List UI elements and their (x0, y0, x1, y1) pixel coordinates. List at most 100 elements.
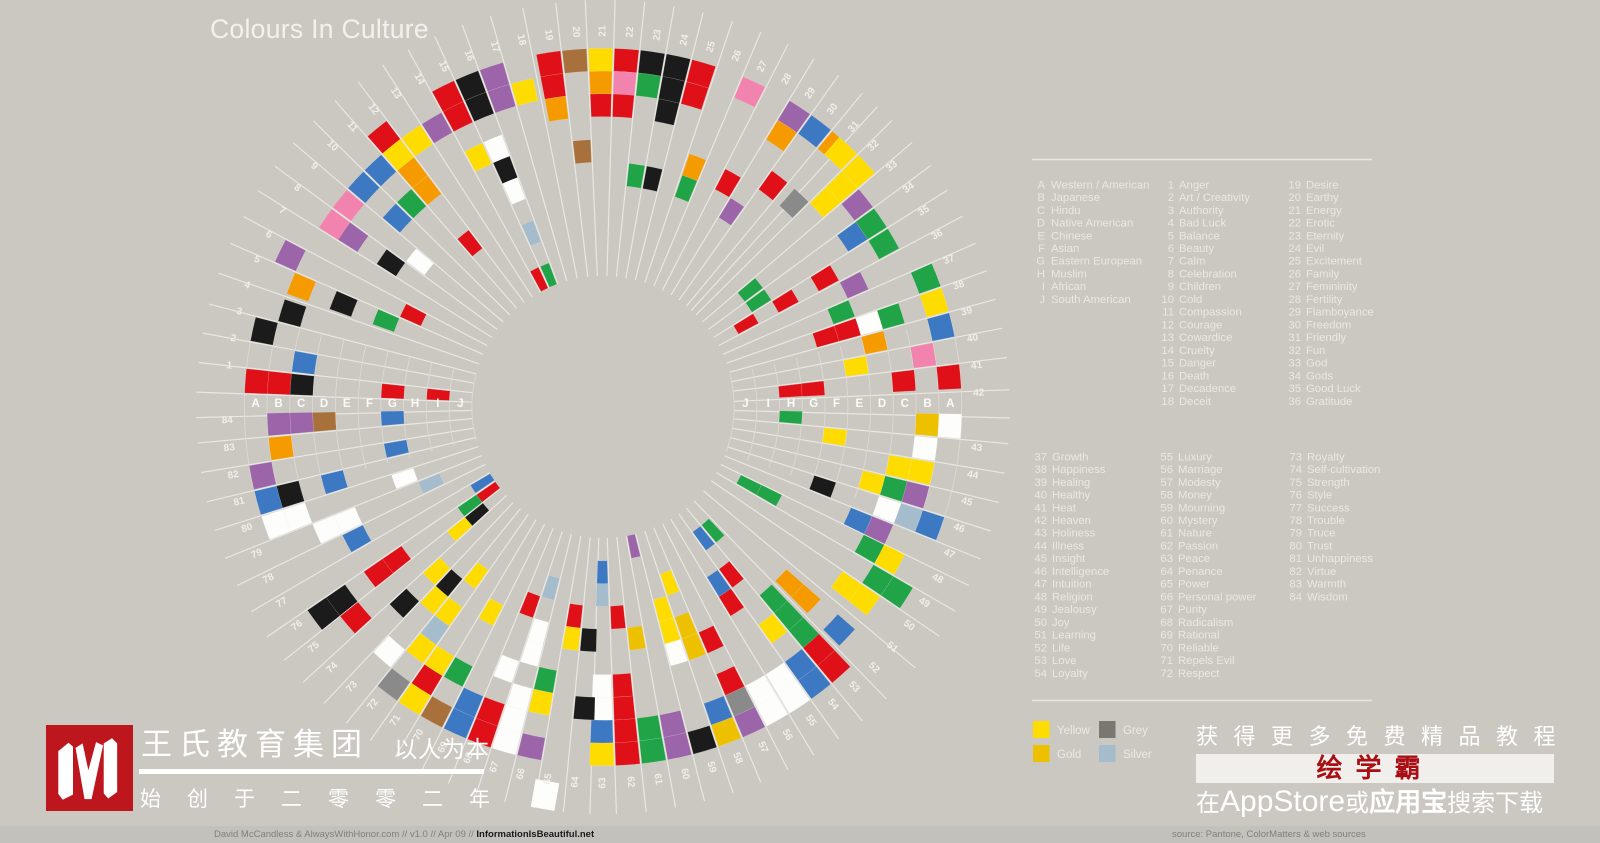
svg-text:Fertility: Fertility (1306, 294, 1343, 306)
svg-text:4: 4 (1168, 218, 1174, 230)
svg-text:51: 51 (1034, 630, 1047, 642)
svg-text:79: 79 (1289, 528, 1302, 540)
svg-text:43: 43 (1034, 528, 1047, 540)
svg-text:Authority: Authority (1179, 205, 1224, 217)
svg-text:Yellow: Yellow (1057, 725, 1091, 737)
svg-text:Asian: Asian (1051, 243, 1079, 255)
svg-text:66: 66 (1160, 591, 1173, 603)
svg-text:47: 47 (1034, 579, 1047, 591)
svg-text:Courage: Courage (1179, 319, 1222, 331)
svg-text:Evil: Evil (1306, 243, 1324, 255)
svg-text:65: 65 (1160, 579, 1173, 591)
svg-text:Gold: Gold (1057, 749, 1081, 761)
svg-text:Silver: Silver (1123, 749, 1152, 761)
svg-text:Calm: Calm (1179, 256, 1205, 268)
svg-text:56: 56 (1160, 464, 1173, 476)
svg-text:63: 63 (1160, 553, 1173, 565)
svg-text:79: 79 (250, 547, 265, 562)
svg-text:17: 17 (1161, 383, 1174, 395)
svg-text:Children: Children (1179, 281, 1221, 293)
svg-text:H: H (1037, 269, 1045, 281)
svg-text:African: African (1051, 281, 1086, 293)
svg-text:G: G (809, 398, 818, 410)
svg-text:Royalty: Royalty (1307, 451, 1345, 463)
svg-text:42: 42 (1034, 515, 1047, 527)
svg-text:Illness: Illness (1052, 541, 1084, 553)
svg-text:23: 23 (1288, 230, 1301, 242)
svg-text:I: I (436, 398, 439, 410)
svg-text:Insight: Insight (1052, 553, 1086, 565)
svg-text:B: B (1037, 192, 1045, 204)
svg-text:24: 24 (678, 33, 691, 47)
svg-text:65: 65 (542, 772, 555, 785)
svg-text:62: 62 (1160, 541, 1173, 553)
svg-text:84: 84 (222, 415, 234, 426)
svg-text:Compassion: Compassion (1179, 307, 1242, 319)
svg-text:王氏教育集团: 王氏教育集团 (141, 727, 369, 762)
svg-text:Healthy: Healthy (1052, 490, 1091, 502)
svg-text:A: A (946, 398, 954, 410)
svg-text:74: 74 (1289, 464, 1302, 476)
svg-text:Energy: Energy (1306, 205, 1342, 217)
svg-text:60: 60 (678, 767, 691, 781)
svg-text:Grey: Grey (1123, 725, 1148, 737)
svg-text:Modesty: Modesty (1178, 477, 1221, 489)
svg-text:F: F (1038, 243, 1045, 255)
svg-text:7: 7 (277, 205, 288, 218)
svg-text:J: J (457, 398, 463, 410)
svg-text:Balance: Balance (1179, 230, 1220, 242)
svg-text:C: C (297, 398, 305, 410)
svg-text:Nature: Nature (1178, 528, 1212, 540)
svg-text:2: 2 (1168, 192, 1174, 204)
svg-text:Bad Luck: Bad Luck (1179, 218, 1226, 230)
svg-text:21: 21 (1288, 205, 1301, 217)
svg-text:E: E (855, 398, 863, 410)
svg-text:Intelligence: Intelligence (1052, 566, 1109, 578)
svg-text:64: 64 (1160, 566, 1173, 578)
svg-text:Loyalty: Loyalty (1052, 668, 1088, 680)
svg-text:18: 18 (515, 33, 528, 47)
svg-text:Friendly: Friendly (1306, 332, 1347, 344)
svg-text:始创于二零零二年: 始创于二零零二年 (140, 788, 516, 811)
svg-text:14: 14 (411, 72, 426, 87)
svg-text:20: 20 (1288, 192, 1301, 204)
svg-text:Cruelty: Cruelty (1179, 345, 1215, 357)
svg-text:27: 27 (755, 59, 770, 74)
svg-text:Fun: Fun (1306, 345, 1325, 357)
svg-text:Beauty: Beauty (1179, 243, 1215, 255)
svg-text:Strength: Strength (1307, 477, 1350, 489)
svg-text:62: 62 (625, 776, 637, 788)
svg-text:44: 44 (1034, 541, 1047, 553)
svg-text:7: 7 (1168, 256, 1174, 268)
svg-text:Mourning: Mourning (1178, 502, 1225, 514)
svg-text:19: 19 (542, 29, 555, 42)
svg-text:J: J (1039, 294, 1045, 306)
svg-text:Celebration: Celebration (1179, 269, 1237, 281)
svg-text:66: 66 (515, 767, 528, 781)
svg-text:53: 53 (1034, 655, 1047, 667)
svg-text:36: 36 (930, 227, 945, 242)
svg-text:54: 54 (1034, 668, 1047, 680)
svg-text:Rational: Rational (1178, 630, 1219, 642)
svg-text:Excitement: Excitement (1306, 256, 1363, 268)
svg-text:Truce: Truce (1307, 528, 1335, 540)
svg-text:A: A (252, 398, 260, 410)
svg-text:Wisdom: Wisdom (1307, 591, 1348, 603)
svg-text:61: 61 (651, 773, 664, 786)
svg-text:Trust: Trust (1307, 541, 1333, 553)
svg-text:Anger: Anger (1179, 179, 1209, 191)
svg-text:33: 33 (1288, 358, 1301, 370)
svg-text:41: 41 (971, 360, 984, 372)
svg-text:22: 22 (625, 26, 637, 38)
svg-text:Colours In Culture: Colours In Culture (210, 14, 429, 44)
svg-text:Peace: Peace (1178, 553, 1210, 565)
svg-text:Family: Family (1306, 269, 1340, 281)
svg-text:Marriage: Marriage (1178, 464, 1223, 476)
svg-text:13: 13 (1161, 332, 1174, 344)
svg-text:Joy: Joy (1052, 617, 1070, 629)
svg-text:Gods: Gods (1306, 370, 1333, 382)
svg-text:David McCandless & AlwaysWithH: David McCandless & AlwaysWithHonor.com /… (214, 829, 595, 840)
svg-text:41: 41 (1034, 502, 1047, 514)
svg-text:80: 80 (1289, 541, 1302, 553)
svg-text:E: E (1037, 230, 1045, 242)
